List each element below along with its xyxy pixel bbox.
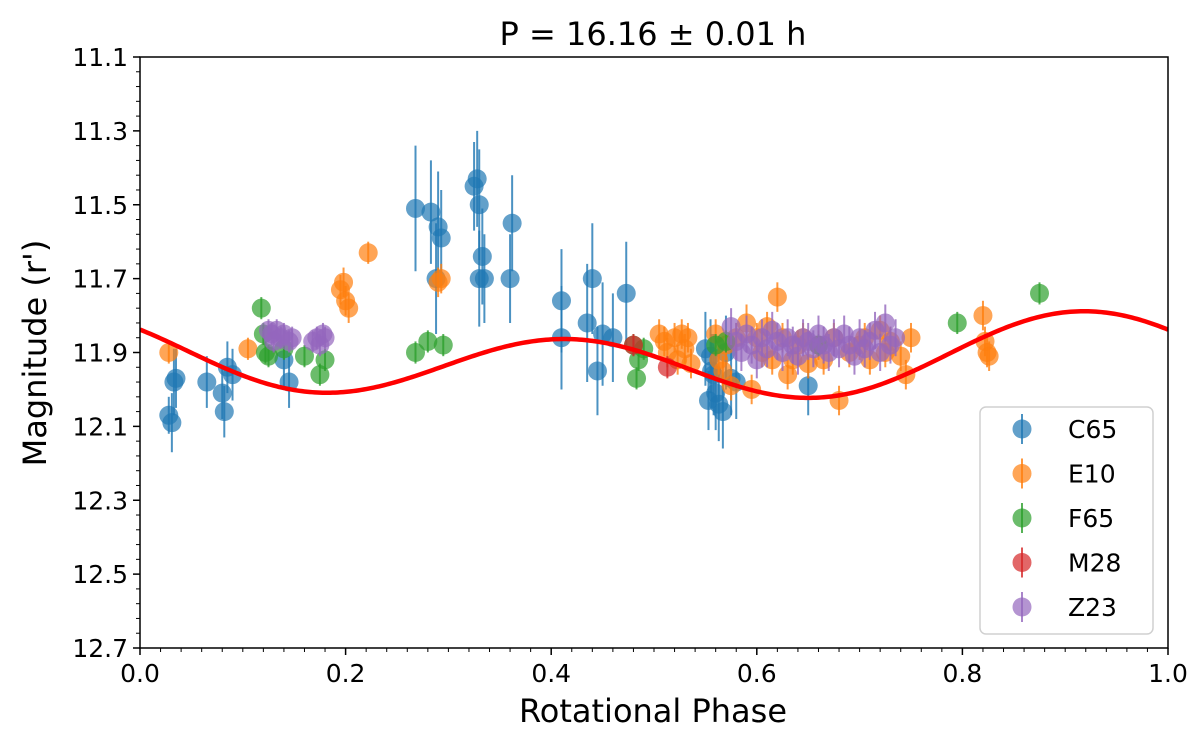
legend-label: C65 xyxy=(1068,415,1117,444)
legend-item-z23: Z23 xyxy=(1012,592,1117,622)
data-point xyxy=(979,346,999,366)
x-axis-label: Rotational Phase xyxy=(519,692,787,730)
data-point xyxy=(431,228,451,248)
data-point xyxy=(406,198,426,218)
x-tick-label: 0.2 xyxy=(326,659,366,688)
legend-label: F65 xyxy=(1068,504,1114,533)
plot-area xyxy=(140,130,1168,453)
data-point xyxy=(474,269,494,289)
y-tick-label: 12.7 xyxy=(72,634,128,663)
y-tick-label: 11.9 xyxy=(72,339,128,368)
axes: 0.0 0.2 0.4 0.6 0.8 1.0 11.1 11.3 11.5 11.7 11.9 12… xyxy=(72,43,1188,688)
data-point xyxy=(901,328,921,348)
legend-label: E10 xyxy=(1068,460,1116,489)
data-point xyxy=(767,287,787,307)
data-points xyxy=(140,130,1168,453)
y-axis-label: Magnitude (r') xyxy=(16,240,54,467)
series-c65 xyxy=(159,130,818,453)
data-point xyxy=(798,376,818,396)
x-tick-label: 1.0 xyxy=(1148,659,1188,688)
chart-title: P = 16.16 ± 0.01 h xyxy=(500,15,807,53)
x-tick-label: 0.4 xyxy=(531,659,571,688)
legend-box xyxy=(979,406,1154,635)
data-point xyxy=(294,346,314,366)
data-point xyxy=(315,328,335,348)
data-point xyxy=(582,269,602,289)
data-point xyxy=(214,402,234,422)
data-point xyxy=(713,402,733,422)
y-tick-label: 12.3 xyxy=(72,486,128,515)
data-point xyxy=(197,372,217,392)
legend-label: Z23 xyxy=(1068,593,1117,622)
data-point xyxy=(159,343,179,362)
data-point xyxy=(678,328,698,348)
data-point xyxy=(886,328,906,348)
x-tick-label: 0.8 xyxy=(943,659,983,688)
legend-marker xyxy=(1012,464,1032,483)
data-point xyxy=(433,335,453,355)
data-point xyxy=(421,202,441,222)
data-point xyxy=(358,243,378,263)
data-point xyxy=(431,269,451,289)
legend-label: M28 xyxy=(1068,549,1121,578)
fit-curve xyxy=(140,308,1168,401)
y-tick-label: 11.7 xyxy=(72,265,128,294)
series-z23 xyxy=(259,304,906,379)
x-tick-label: 0.6 xyxy=(737,659,777,688)
data-point xyxy=(587,361,607,381)
data-point xyxy=(713,361,733,381)
legend-marker xyxy=(1012,419,1032,439)
legend-marker xyxy=(1012,553,1032,572)
legend-marker xyxy=(1012,508,1032,528)
data-point xyxy=(469,195,489,215)
legend-item-c65: C65 xyxy=(1012,414,1117,444)
y-tick-label: 11.3 xyxy=(72,117,128,146)
data-point xyxy=(973,306,993,326)
data-point xyxy=(418,331,438,351)
data-point xyxy=(339,298,359,318)
data-point xyxy=(627,368,647,388)
data-point xyxy=(616,283,636,303)
data-point xyxy=(238,339,258,359)
data-point xyxy=(500,269,520,289)
y-tick-label: 11.5 xyxy=(72,191,128,220)
data-point xyxy=(577,313,597,333)
data-point xyxy=(1030,283,1049,303)
y-tick-label: 12.1 xyxy=(72,412,128,441)
data-point xyxy=(162,413,182,433)
legend-item-f65: F65 xyxy=(1012,503,1114,533)
y-tick-label: 11.1 xyxy=(72,43,128,72)
data-point xyxy=(502,213,522,233)
legend-marker xyxy=(1012,597,1032,617)
y-tick-label: 12.5 xyxy=(72,560,128,589)
data-point xyxy=(406,343,426,362)
legend-item-m28: M28 xyxy=(1012,547,1121,578)
data-point xyxy=(251,298,271,318)
data-point xyxy=(472,246,492,266)
legend-item-e10: E10 xyxy=(1012,458,1116,489)
data-point xyxy=(282,328,302,348)
data-point xyxy=(334,272,354,292)
data-point xyxy=(166,368,186,388)
data-point xyxy=(212,383,232,403)
data-point xyxy=(947,313,967,333)
x-tick-label: 0.0 xyxy=(120,659,160,688)
legend: C65 E10 F65 M28 Z23 xyxy=(979,406,1154,635)
data-point xyxy=(467,169,487,189)
